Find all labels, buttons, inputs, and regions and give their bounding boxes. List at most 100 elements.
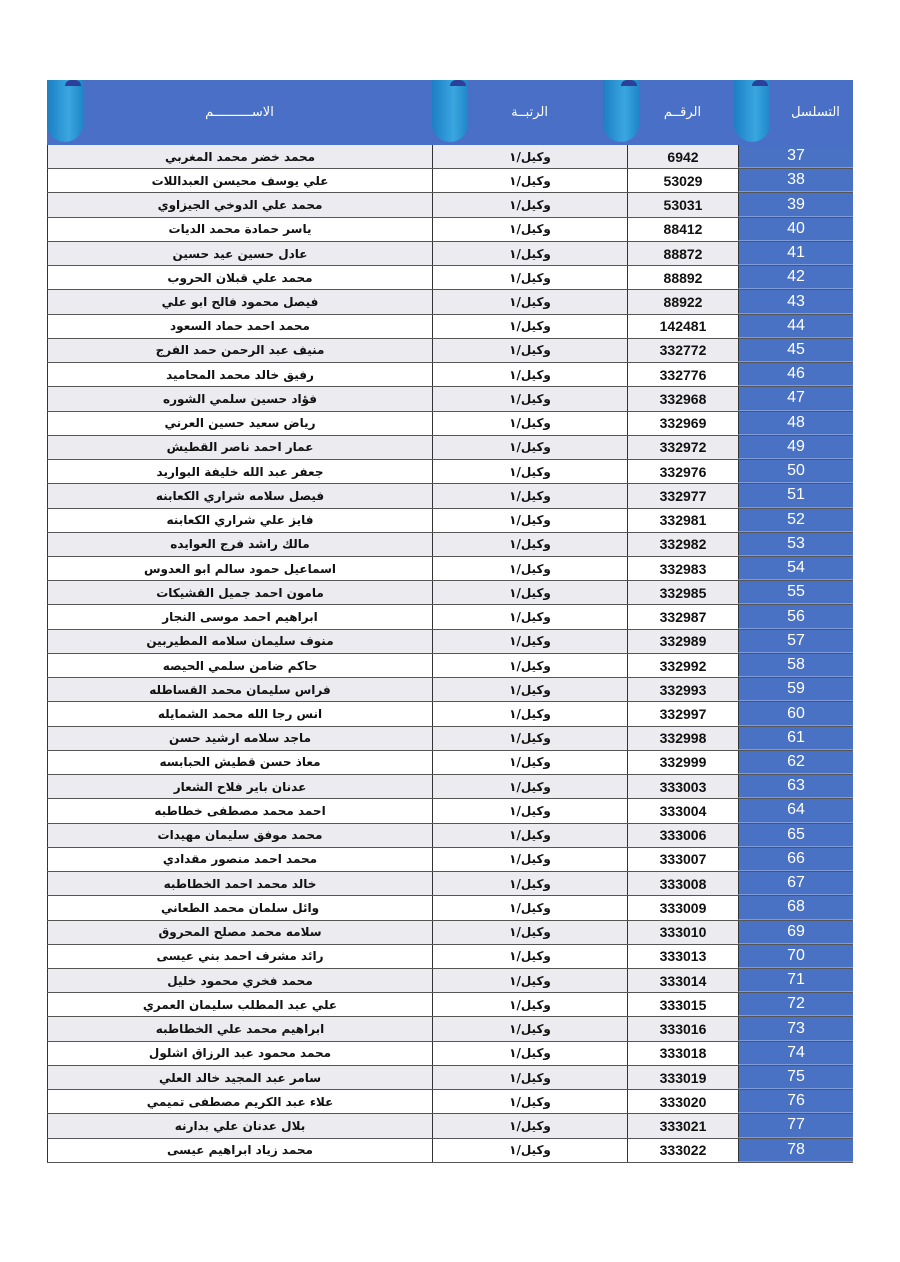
serial-cell: 57 xyxy=(738,629,853,653)
name-cell: محمد احمد منصور مقدادي xyxy=(47,847,432,872)
table-row: مامون احمد جميل القشيكات وكيل/١ 332985 55 xyxy=(47,581,853,606)
number-cell: 53031 xyxy=(627,193,738,217)
rank-cell: وكيل/١ xyxy=(432,290,627,314)
number-cell: 333019 xyxy=(627,1065,738,1090)
name-cell: عدنان باير فلاح الشعار xyxy=(47,775,432,799)
header-number: الرقــم xyxy=(603,80,738,145)
serial-cell: 67 xyxy=(738,872,853,896)
rank-cell: وكيل/١ xyxy=(432,750,627,775)
number-cell: 332983 xyxy=(627,556,738,581)
table-row: محمد زياد ابراهيم عيسى وكيل/١ 333022 78 xyxy=(47,1138,853,1163)
name-cell: محمد زياد ابراهيم عيسى xyxy=(47,1138,432,1162)
rank-cell: وكيل/١ xyxy=(432,266,627,290)
name-cell: علي عبد المطلب سليمان العمري xyxy=(47,993,432,1017)
rank-cell: وكيل/١ xyxy=(432,217,627,241)
serial-cell: 43 xyxy=(738,290,853,314)
number-cell: 332987 xyxy=(627,605,738,629)
number-cell: 333015 xyxy=(627,993,738,1017)
table-header: الاســــــــــم الرتبــة الرقــم التسلسل xyxy=(47,80,853,145)
table-row: سامر عبد المجيد خالد العلي وكيل/١ 333019 75 xyxy=(47,1065,853,1091)
serial-cell: 54 xyxy=(738,556,853,581)
rank-cell: وكيل/١ xyxy=(432,581,627,605)
name-cell: محمد فخري محمود خليل xyxy=(47,968,432,993)
number-cell: 333006 xyxy=(627,823,738,847)
table-row: علاء عبد الكريم مصطفى تميمي وكيل/١ 333020 7… xyxy=(47,1090,853,1115)
number-cell: 332989 xyxy=(627,629,738,653)
serial-cell: 68 xyxy=(738,896,853,920)
number-cell: 332997 xyxy=(627,702,738,726)
number-cell: 333022 xyxy=(627,1138,738,1162)
serial-cell: 46 xyxy=(738,363,853,387)
table-row: وائل سلمان محمد الطعاني وكيل/١ 333009 68 xyxy=(47,896,853,921)
rank-cell: وكيل/١ xyxy=(432,460,627,484)
personnel-table: الاســــــــــم الرتبــة الرقــم التسلسل… xyxy=(47,80,853,1163)
header-rank: الرتبــة xyxy=(432,80,627,145)
table-row: سلامه محمد مصلح المحروق وكيل/١ 333010 69 xyxy=(47,920,853,945)
serial-cell: 72 xyxy=(738,993,853,1017)
number-cell: 332982 xyxy=(627,532,738,556)
rank-cell: وكيل/١ xyxy=(432,872,627,896)
rank-cell: وكيل/١ xyxy=(432,702,627,726)
rank-cell: وكيل/١ xyxy=(432,799,627,823)
table-body: محمد خضر محمد المغربي وكيل/١ 6942 37 علي يوس… xyxy=(47,145,853,1163)
number-cell: 88922 xyxy=(627,290,738,314)
table-row: خالد محمد احمد الخطاطبه وكيل/١ 333008 67 xyxy=(47,872,853,897)
number-cell: 88872 xyxy=(627,241,738,266)
table-row: فيصل سلامه شراري الكعابنه وكيل/١ 332977 51 xyxy=(47,484,853,509)
table-row: ابراهيم احمد موسى النجار وكيل/١ 332987 56 xyxy=(47,605,853,630)
name-cell: علي يوسف محيسن العبداللات xyxy=(47,169,432,193)
name-cell: خالد محمد احمد الخطاطبه xyxy=(47,872,432,896)
rank-cell: وكيل/١ xyxy=(432,314,627,338)
number-cell: 6942 xyxy=(627,145,738,169)
table-row: حاكم ضامن سلمي الحيصه وكيل/١ 332992 58 xyxy=(47,653,853,679)
rank-cell: وكيل/١ xyxy=(432,435,627,460)
serial-cell: 59 xyxy=(738,678,853,702)
serial-cell: 69 xyxy=(738,920,853,944)
table-row: ابراهيم محمد علي الخطاطبه وكيل/١ 333016 73 xyxy=(47,1017,853,1042)
table-row: ياسر حمادة محمد الديات وكيل/١ 88412 40 xyxy=(47,217,853,242)
name-cell: علاء عبد الكريم مصطفى تميمي xyxy=(47,1090,432,1114)
serial-cell: 70 xyxy=(738,944,853,968)
rank-cell: وكيل/١ xyxy=(432,484,627,508)
serial-cell: 75 xyxy=(738,1065,853,1090)
number-cell: 333020 xyxy=(627,1090,738,1114)
name-cell: فؤاد حسين سلمي الشوره xyxy=(47,387,432,411)
table-row: اسماعيل حمود سالم ابو العدوس وكيل/١ 332983… xyxy=(47,556,853,582)
rank-cell: وكيل/١ xyxy=(432,896,627,920)
number-cell: 332998 xyxy=(627,726,738,750)
serial-cell: 58 xyxy=(738,653,853,678)
number-cell: 333009 xyxy=(627,896,738,920)
table-row: فؤاد حسين سلمي الشوره وكيل/١ 332968 47 xyxy=(47,387,853,412)
name-cell: بلال عدنان علي بدارنه xyxy=(47,1114,432,1138)
name-cell: فراس سليمان محمد القساطله xyxy=(47,678,432,702)
name-cell: انس رجا الله محمد الشمايله xyxy=(47,702,432,726)
serial-cell: 66 xyxy=(738,847,853,872)
number-cell: 332999 xyxy=(627,750,738,775)
table-row: محمد فخري محمود خليل وكيل/١ 333014 71 xyxy=(47,968,853,994)
serial-cell: 40 xyxy=(738,217,853,241)
header-number-label: الرقــم xyxy=(663,105,702,120)
rank-cell: وكيل/١ xyxy=(432,1017,627,1041)
table-row: رائد مشرف احمد بني عيسى وكيل/١ 333013 70 xyxy=(47,944,853,969)
name-cell: فيصل سلامه شراري الكعابنه xyxy=(47,484,432,508)
number-cell: 332993 xyxy=(627,678,738,702)
rank-cell: وكيل/١ xyxy=(432,532,627,556)
rank-cell: وكيل/١ xyxy=(432,363,627,387)
table-row: رياض سعيد حسين العرني وكيل/١ 332969 48 xyxy=(47,411,853,436)
name-cell: عادل حسين عيد حسين xyxy=(47,241,432,266)
table-row: منيف عبد الرحمن حمد الفرج وكيل/١ 332772 45 xyxy=(47,338,853,364)
number-cell: 332972 xyxy=(627,435,738,460)
name-cell: ابراهيم محمد علي الخطاطبه xyxy=(47,1017,432,1041)
rank-cell: وكيل/١ xyxy=(432,653,627,678)
serial-cell: 78 xyxy=(738,1138,853,1162)
table-row: محمد احمد حماد السعود وكيل/١ 142481 44 xyxy=(47,314,853,339)
name-cell: فايز علي شراري الكعابنه xyxy=(47,508,432,532)
rank-cell: وكيل/١ xyxy=(432,411,627,435)
number-cell: 332776 xyxy=(627,363,738,387)
number-cell: 88412 xyxy=(627,217,738,241)
rank-cell: وكيل/١ xyxy=(432,823,627,847)
serial-cell: 41 xyxy=(738,241,853,266)
name-cell: محمد خضر محمد المغربي xyxy=(47,145,432,169)
rank-cell: وكيل/١ xyxy=(432,169,627,193)
table-row: بلال عدنان علي بدارنه وكيل/١ 333021 77 xyxy=(47,1114,853,1139)
